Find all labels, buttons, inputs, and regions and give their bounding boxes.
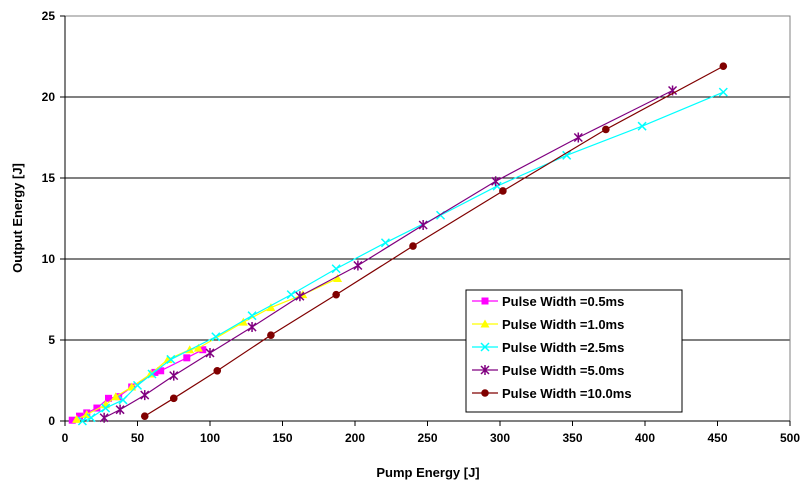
x-tick-label: 400 (635, 431, 655, 445)
data-point (491, 176, 501, 187)
legend-marker (480, 319, 490, 328)
legend-marker (480, 365, 490, 375)
x-tick-label: 200 (345, 431, 365, 445)
data-point (637, 121, 647, 131)
x-tick-label: 0 (62, 431, 69, 445)
data-point (140, 412, 149, 420)
data-point (380, 238, 390, 248)
y-tick-label: 5 (48, 333, 55, 347)
data-point (193, 343, 203, 352)
data-point (267, 331, 275, 339)
x-tick-label: 250 (417, 431, 437, 445)
data-point (147, 369, 157, 379)
data-point (99, 412, 109, 423)
data-point (166, 354, 176, 364)
data-point (718, 87, 728, 97)
y-tick-label: 20 (42, 90, 56, 104)
x-tick-label: 100 (200, 431, 220, 445)
data-point (76, 412, 83, 420)
y-axis: 0 5 10 15 20 25 (42, 9, 66, 428)
data-point (286, 290, 296, 300)
legend: Pulse Width =0.5ms Pulse Width =1.0ms Puls… (465, 289, 683, 413)
data-point (266, 303, 276, 312)
data-point (111, 392, 121, 401)
x-tick-label: 450 (707, 431, 727, 445)
y-tick-label: 10 (42, 252, 56, 266)
data-point (238, 317, 248, 326)
data-point (169, 370, 179, 381)
data-point (86, 413, 96, 423)
data-point (211, 332, 221, 342)
data-point (118, 395, 128, 405)
series-4 (99, 85, 678, 423)
x-axis: 0 50 100 150 200 250 300 350 400 450 500 (62, 420, 800, 445)
data-point (719, 62, 728, 71)
series-5 (140, 62, 728, 420)
data-point (140, 390, 150, 401)
data-point (562, 150, 572, 160)
legend-marker (480, 342, 490, 352)
legend-item: Pulse Width =10.0ms (472, 386, 632, 401)
data-point (199, 346, 207, 354)
data-point (573, 132, 583, 143)
data-point (115, 404, 125, 415)
y-axis-title: Output Energy [J] (10, 163, 25, 273)
y-tick-label: 0 (48, 414, 55, 428)
data-point (333, 273, 343, 282)
legend-label: Pulse Width =0.5ms (502, 294, 624, 309)
series-line (103, 89, 673, 419)
data-point (105, 394, 112, 402)
x-tick-label: 300 (490, 431, 510, 445)
x-tick-label: 350 (562, 431, 582, 445)
data-point (331, 264, 341, 274)
legend-item: Pulse Width =1.0ms (472, 317, 624, 332)
data-point (409, 242, 417, 250)
data-point (132, 380, 143, 390)
legend-item: Pulse Width =2.5ms (472, 340, 624, 355)
x-tick-label: 150 (272, 431, 292, 445)
data-point (602, 125, 610, 134)
data-point (157, 367, 165, 375)
legend-label: Pulse Width =1.0ms (502, 317, 624, 332)
data-point (183, 354, 191, 362)
legend-item: Pulse Width =0.5ms (472, 294, 624, 309)
data-point (499, 187, 507, 195)
legend-marker (481, 297, 489, 305)
data-point (72, 414, 82, 423)
data-point (93, 404, 101, 412)
legend-item: Pulse Width =5.0ms (472, 363, 624, 378)
series-layer (68, 62, 728, 426)
data-point (213, 366, 222, 375)
legend-box (465, 289, 683, 413)
x-tick-label: 500 (780, 431, 800, 445)
data-point (247, 311, 257, 321)
data-point (353, 260, 363, 271)
legend-label: Pulse Width =2.5ms (502, 340, 624, 355)
data-point (247, 322, 257, 333)
data-point (295, 291, 305, 302)
data-point (68, 416, 76, 424)
data-point (332, 290, 340, 299)
data-point (101, 403, 111, 413)
data-point (169, 394, 178, 403)
x-axis-title: Pump Energy [J] (376, 465, 479, 480)
legend-label: Pulse Width =10.0ms (502, 386, 632, 401)
legend-label: Pulse Width =5.0ms (502, 363, 624, 378)
data-point (77, 416, 87, 426)
y-tick-label: 15 (42, 171, 56, 185)
y-tick-label: 25 (42, 9, 56, 23)
x-tick-label: 50 (131, 431, 145, 445)
series-3 (77, 87, 728, 426)
data-point (418, 219, 428, 230)
data-point (205, 347, 215, 358)
data-point (115, 393, 123, 401)
legend-marker (481, 389, 489, 397)
series-2 (72, 273, 343, 423)
